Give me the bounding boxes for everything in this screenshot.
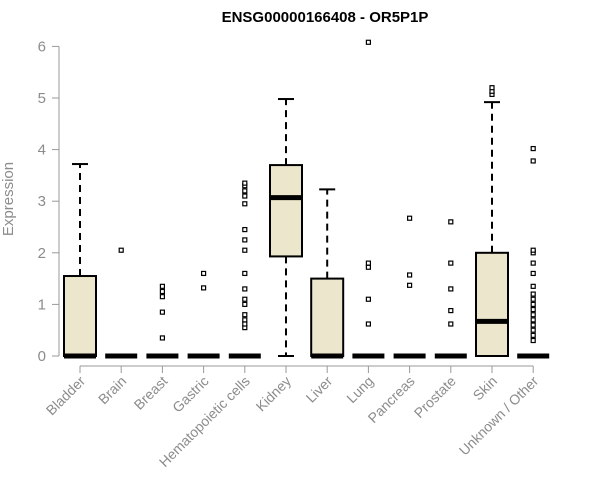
outlier-point [242, 312, 248, 318]
y-tick-label: 2 [38, 245, 46, 262]
outlier-point [242, 270, 248, 277]
y-axis: 0 1 2 3 4 5 6 [38, 38, 60, 365]
outlier-point [159, 309, 165, 315]
y-axis-label: Expression [0, 162, 17, 236]
outlier-point [242, 237, 248, 243]
outlier-point [365, 39, 371, 45]
outlier-point [530, 296, 536, 302]
chart-title: ENSG00000166408 - OR5P1P [222, 9, 429, 26]
outlier-point [201, 285, 207, 291]
outlier-point [159, 335, 165, 341]
outlier-point [365, 296, 371, 302]
outlier-point [242, 317, 248, 323]
outlier-point [242, 247, 248, 253]
y-tick-label: 3 [38, 193, 46, 210]
outlier-point [530, 291, 536, 297]
outlier-point [407, 272, 413, 278]
outlier-point [448, 321, 454, 327]
box-2 [105, 247, 138, 359]
y-tick-label: 6 [38, 38, 46, 55]
y-tick-label: 5 [38, 90, 46, 107]
y-tick-label: 4 [38, 142, 46, 159]
outlier-point [530, 247, 536, 253]
box-body [310, 277, 345, 358]
box-4 [187, 270, 220, 359]
outlier-point [159, 283, 165, 289]
box-body [63, 275, 97, 357]
outlier-point [530, 145, 536, 152]
outlier-point [530, 158, 536, 164]
box-1 [63, 163, 97, 359]
box-7 [310, 188, 345, 359]
x-tick-label: Bladder [43, 373, 89, 419]
x-tick-label: Breast [131, 373, 171, 413]
x-tick-label: Liver [303, 373, 336, 406]
outlier-point [530, 322, 536, 328]
outlier-point [365, 321, 371, 327]
boxes-group [63, 39, 550, 359]
outlier-point [530, 327, 536, 333]
outlier-point [242, 226, 248, 233]
outlier-point [242, 201, 248, 207]
box-body [475, 251, 509, 357]
outlier-point [407, 215, 413, 221]
box-body [269, 164, 303, 258]
outlier-point [530, 301, 536, 307]
outlier-point [242, 301, 248, 307]
outlier-point [530, 332, 536, 338]
outlier-point [448, 307, 454, 314]
outlier-point [407, 282, 413, 288]
box-12 [517, 145, 550, 359]
outlier-point [242, 321, 248, 327]
box-8 [352, 39, 385, 359]
x-tick-label: Kidney [253, 373, 295, 415]
box-5 [228, 180, 261, 359]
x-tick-label: Skin [470, 373, 501, 404]
outlier-point [201, 270, 207, 277]
outlier-point [448, 219, 454, 225]
box-11 [475, 85, 509, 357]
x-tick-label: Lung [343, 373, 376, 406]
box-6 [269, 98, 303, 357]
outlier-point [242, 180, 248, 186]
outlier-point [530, 306, 536, 313]
box-10 [434, 219, 467, 359]
box-9 [393, 215, 426, 359]
y-tick-label: 0 [38, 348, 46, 365]
outlier-point [489, 85, 495, 91]
outlier-point [530, 260, 536, 266]
outlier-point [159, 288, 165, 295]
outlier-point [365, 260, 371, 266]
outlier-point [159, 294, 165, 300]
outlier-point [118, 247, 124, 253]
outlier-point [242, 188, 248, 194]
y-tick-label: 1 [38, 296, 46, 313]
outlier-point [530, 337, 536, 344]
outlier-point [242, 193, 248, 199]
outlier-point [242, 296, 248, 302]
x-tick-label: Prostate [411, 373, 459, 421]
outlier-point [448, 286, 454, 292]
outlier-point [530, 312, 536, 318]
outlier-point [530, 317, 536, 323]
outlier-point [242, 286, 248, 292]
outlier-point [530, 270, 536, 277]
outlier-point [365, 264, 371, 270]
outlier-point [530, 283, 536, 289]
outlier-point [448, 260, 454, 266]
box-3 [146, 283, 179, 359]
x-tick-label: Brain [95, 373, 129, 407]
